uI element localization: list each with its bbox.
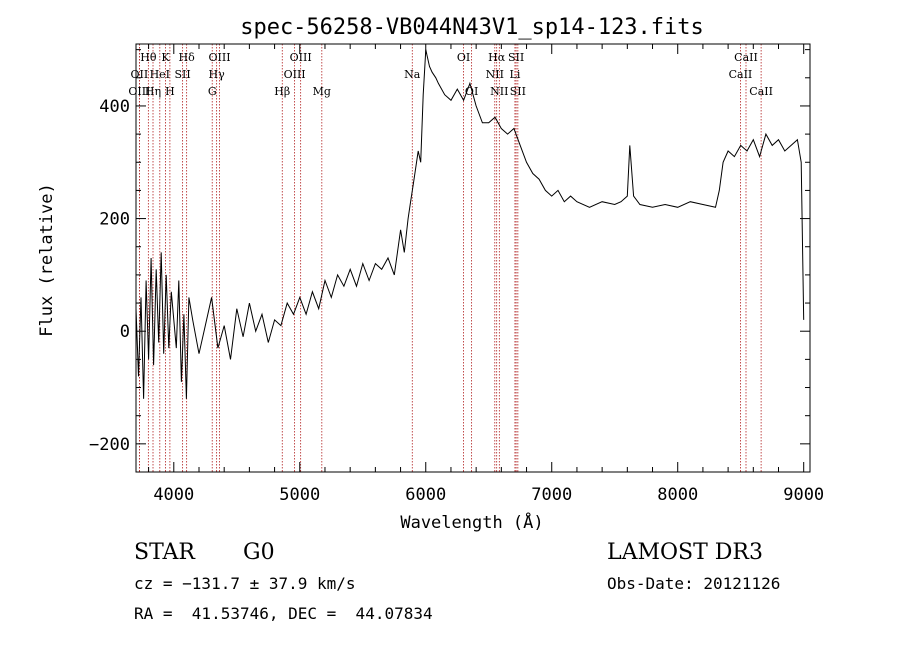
spectral-line-label: Na [404, 68, 421, 81]
y-axis-label: Flux (relative) [37, 183, 57, 337]
y-tick-label: 400 [99, 97, 130, 117]
spectral-line-markers [139, 44, 762, 472]
spectral-line-label: OII [131, 68, 149, 81]
x-tick-label: 8000 [657, 485, 698, 505]
spectral-line-label: Mg [313, 85, 331, 98]
spectral-line-label: Hη [145, 85, 161, 98]
x-axis-label: Wavelength (Å) [400, 511, 543, 533]
object-class: STAR [134, 540, 195, 565]
spectral-line-label: Hθ [140, 51, 157, 64]
spectral-line-label: OIII [208, 51, 230, 64]
spectral-line-label: OI [457, 51, 470, 64]
chart-title: spec-56258-VB044N43V1_sp14-123.fits [240, 15, 704, 40]
x-tick-label: 9000 [783, 485, 824, 505]
x-tick-label: 4000 [153, 485, 194, 505]
spectral-line-label: OIII [128, 85, 150, 98]
spectral-line-label: OIII [290, 51, 312, 64]
spectral-line-label: Hβ [274, 85, 290, 98]
spectral-line-label: SII [508, 51, 524, 64]
spectral-line-label: CaII [734, 51, 758, 64]
obs-date: Obs-Date: 20121126 [607, 574, 781, 593]
spectral-line-label: NII [486, 68, 504, 81]
spectral-line-label: NII [490, 85, 508, 98]
spectral-line-label: K [161, 51, 170, 64]
y-tick-label: 0 [120, 322, 130, 342]
spectral-line-label: SII [174, 68, 190, 81]
x-tick-label: 7000 [531, 485, 572, 505]
y-tick-label: 200 [99, 210, 130, 230]
spectral-line-label: SII [510, 85, 526, 98]
spectral-line-label: OIII [284, 68, 306, 81]
spectral-line-label: CaII [749, 85, 773, 98]
spectrum-series-line [135, 49, 805, 399]
plot-frame [135, 43, 811, 473]
spectral-line-label: Hγ [209, 68, 226, 81]
spectral-line-label: G [208, 85, 217, 98]
x-axis: 4000 5000 6000 7000 8000 9000 [148, 44, 824, 505]
ra-dec: RA = 41.53746, DEC = 44.07834 [134, 604, 433, 623]
spectral-line-label: H [165, 85, 175, 98]
spectral-line-label: CaII [729, 68, 753, 81]
spectral-line-label: Hδ [179, 51, 196, 64]
spectral-line-labels: Hθ OII OIII K HeI Hη H SII Hδ OIII Hγ G OIII OIII Hβ Mg… [128, 51, 773, 98]
spectral-line-label: Li [510, 68, 521, 81]
survey-name: LAMOST DR3 [607, 540, 763, 565]
spectral-line-label: Hα [488, 51, 506, 64]
object-subclass: G0 [243, 540, 275, 565]
spectral-line-label: HeI [150, 68, 170, 81]
x-tick-label: 6000 [405, 485, 446, 505]
y-tick-label: −200 [89, 435, 130, 455]
redshift-cz: cz = −131.7 ± 37.9 km/s [134, 574, 356, 593]
x-tick-label: 5000 [279, 485, 320, 505]
y-axis: −200 0 200 400 [89, 49, 810, 455]
